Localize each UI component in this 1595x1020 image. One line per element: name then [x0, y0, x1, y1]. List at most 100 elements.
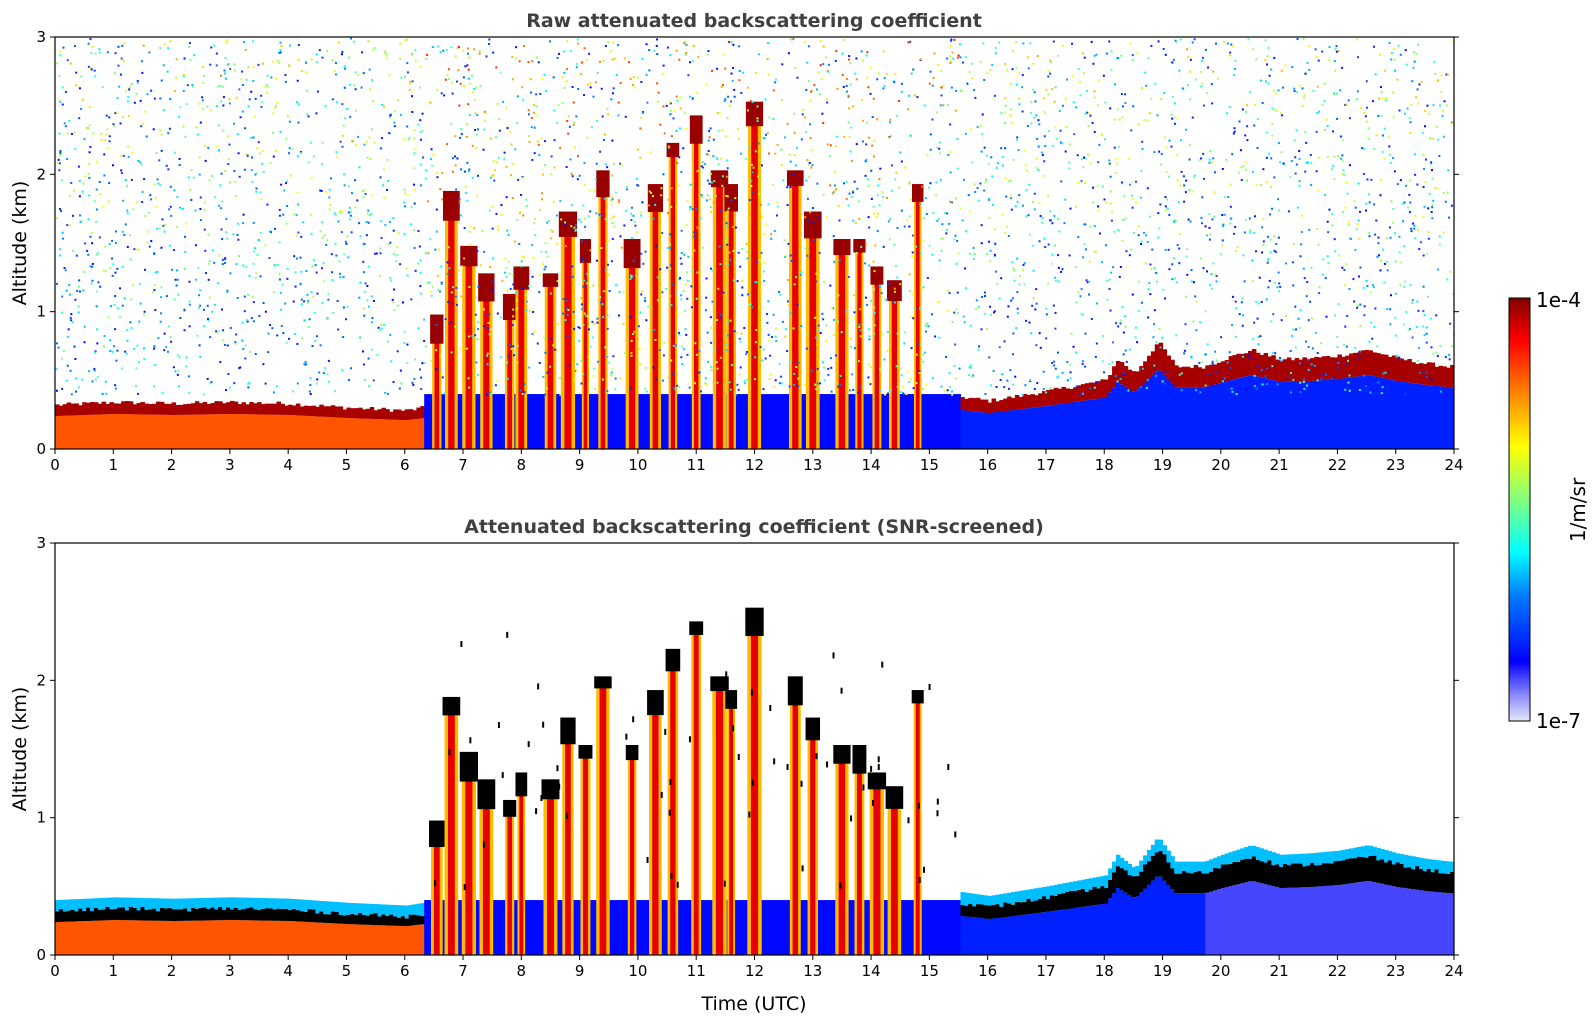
noise-pixel: [1051, 222, 1054, 225]
noise-pixel: [814, 316, 817, 319]
noise-pixel: [1221, 239, 1224, 242]
noise-pixel: [980, 224, 983, 227]
noise-pixel: [201, 66, 204, 69]
noise-pixel: [1189, 98, 1192, 101]
bl-body-cell: [1294, 381, 1300, 449]
noise-pixel: [305, 269, 308, 272]
noise-pixel: [406, 274, 409, 277]
noise-pixel: [440, 92, 443, 95]
bl-body-cell: [1263, 378, 1269, 449]
noise-pixel: [1212, 70, 1215, 73]
bl-body-cell: [295, 415, 301, 449]
noise-pixel: [1334, 69, 1337, 72]
noise-pixel: [872, 139, 875, 142]
noise-pixel: [660, 194, 663, 197]
noise-pixel: [241, 84, 244, 87]
noise-pixel: [512, 308, 515, 311]
noise-pixel: [503, 158, 506, 161]
bl-body-cell: [1446, 387, 1451, 449]
noise-pixel: [790, 259, 793, 262]
noise-pixel: [760, 251, 763, 254]
noise-pixel: [199, 304, 202, 307]
noise-pixel: [1111, 210, 1114, 213]
noise-pixel: [561, 102, 564, 105]
noise-pixel: [827, 367, 830, 370]
noise-pixel: [1415, 52, 1418, 55]
noise-pixel: [1108, 162, 1111, 165]
noise-pixel: [476, 337, 479, 340]
noise-pixel: [481, 229, 484, 232]
noise-pixel: [261, 149, 264, 152]
noise-pixel: [1070, 332, 1073, 335]
noise-pixel: [122, 154, 125, 157]
noise-pixel: [1348, 164, 1351, 167]
noise-pixel: [182, 75, 185, 78]
noise-pixel: [516, 344, 519, 347]
noise-pixel: [861, 99, 864, 102]
bl-body-cell: [124, 920, 130, 955]
noise-pixel: [1332, 92, 1335, 95]
noise-pixel: [59, 208, 62, 211]
noise-pixel: [949, 200, 952, 203]
noise-pixel: [1053, 100, 1056, 103]
noise-pixel: [998, 41, 1001, 44]
noise-pixel: [234, 69, 237, 72]
noise-pixel: [1372, 382, 1375, 385]
noise-pixel: [678, 278, 681, 281]
noise-pixel: [167, 168, 170, 171]
noise-pixel: [1173, 219, 1176, 222]
bl-body-cell: [74, 415, 79, 449]
noise-pixel: [864, 160, 867, 163]
noise-pixel: [804, 216, 807, 219]
bl-body-cell: [93, 920, 99, 955]
noise-pixel: [364, 192, 367, 195]
noise-pixel: [729, 388, 732, 391]
noise-pixel: [1359, 266, 1362, 269]
bl-top-cell: [86, 907, 91, 921]
bl-top-cell: [78, 405, 83, 416]
noise-pixel: [759, 203, 762, 206]
noise-pixel: [1038, 123, 1041, 126]
noise-pixel: [1203, 177, 1206, 180]
noise-pixel: [1141, 148, 1144, 151]
noise-pixel: [337, 220, 340, 223]
bl-edge-cell: [97, 898, 103, 910]
noise-pixel: [980, 242, 983, 245]
noise-pixel: [741, 294, 744, 297]
noise-pixel: [663, 341, 666, 344]
noise-pixel: [467, 77, 470, 80]
low-air-cell: [847, 394, 853, 449]
noise-pixel: [1280, 69, 1283, 72]
noise-pixel: [1298, 180, 1301, 183]
noise-pixel: [311, 265, 314, 268]
noise-pixel: [419, 131, 422, 134]
noise-pixel: [803, 41, 806, 44]
noise-pixel: [949, 62, 952, 65]
noise-pixel: [1097, 209, 1100, 212]
bl-body-cell: [999, 411, 1004, 449]
noise-pixel: [1006, 315, 1009, 318]
noise-pixel: [296, 191, 299, 194]
noise-pixel: [419, 65, 422, 68]
noise-pixel: [571, 86, 574, 89]
noise-pixel: [1118, 275, 1121, 278]
noise-pixel: [1246, 353, 1249, 356]
bl-body-cell: [420, 418, 425, 449]
noise-pixel: [1341, 173, 1344, 176]
bl-edge-cell: [132, 897, 138, 908]
noise-pixel: [320, 189, 323, 192]
bl-body-cell: [1185, 387, 1191, 449]
noise-pixel: [776, 143, 779, 146]
noise-pixel: [897, 100, 900, 103]
noise-pixel: [1170, 145, 1173, 148]
noise-pixel: [833, 171, 836, 174]
noise-pixel: [969, 324, 972, 327]
bl-body-cell: [396, 419, 402, 449]
noise-pixel: [221, 258, 224, 261]
noise-pixel: [640, 116, 643, 119]
noise-pixel: [660, 187, 663, 190]
noise-pixel: [448, 267, 451, 270]
y-tick-label: 3: [36, 28, 46, 46]
noise-pixel: [420, 292, 423, 295]
noise-pixel: [96, 375, 99, 378]
